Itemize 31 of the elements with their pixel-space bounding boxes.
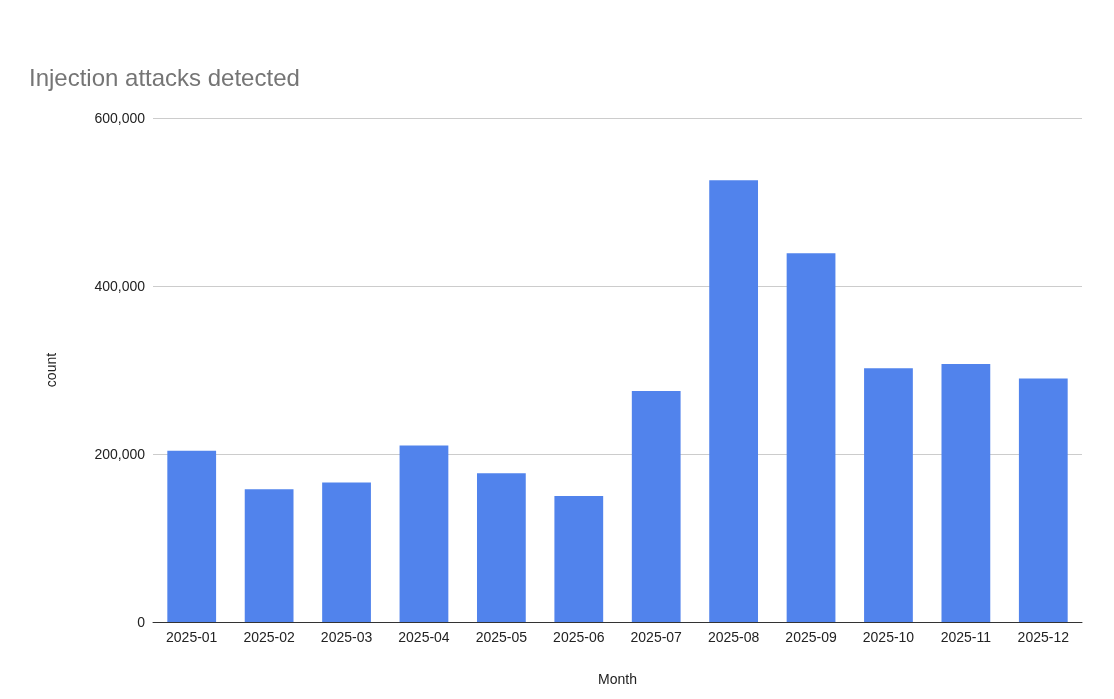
bar [399,445,449,622]
x-tick-label: 2025-04 [398,629,450,645]
x-tick-label: 2025-09 [785,629,837,645]
x-axis-title: Month [598,671,637,687]
y-tick-label: 200,000 [94,446,146,462]
bar [554,496,604,622]
y-tick-label: 400,000 [94,278,146,294]
bar [244,489,294,622]
y-tick-label: 600,000 [94,110,146,126]
bar [322,482,371,622]
x-tick-label: 2025-08 [707,629,760,645]
bar [941,364,991,622]
x-tick-label: 2025-06 [553,629,605,645]
x-tick-label: 2025-11 [940,629,992,645]
x-tick-label: 2025-03 [320,629,373,645]
x-tick-label: 2025-12 [1017,629,1070,645]
bar [709,180,759,622]
bar [1018,378,1068,622]
x-tick-label: 2025-05 [475,629,528,645]
chart-title: Injection attacks detected [29,63,300,91]
x-tick-label: 2025-01 [166,629,218,645]
bar [864,368,913,622]
x-tick-label: 2025-02 [243,629,296,645]
bar [167,450,217,622]
bar [786,253,836,622]
y-tick-label: 0 [137,614,146,630]
x-tick-label: 2025-10 [862,629,915,645]
bar [631,391,681,622]
y-axis-title: count [43,352,59,388]
bar [476,473,526,622]
x-tick-label: 2025-07 [630,629,683,645]
